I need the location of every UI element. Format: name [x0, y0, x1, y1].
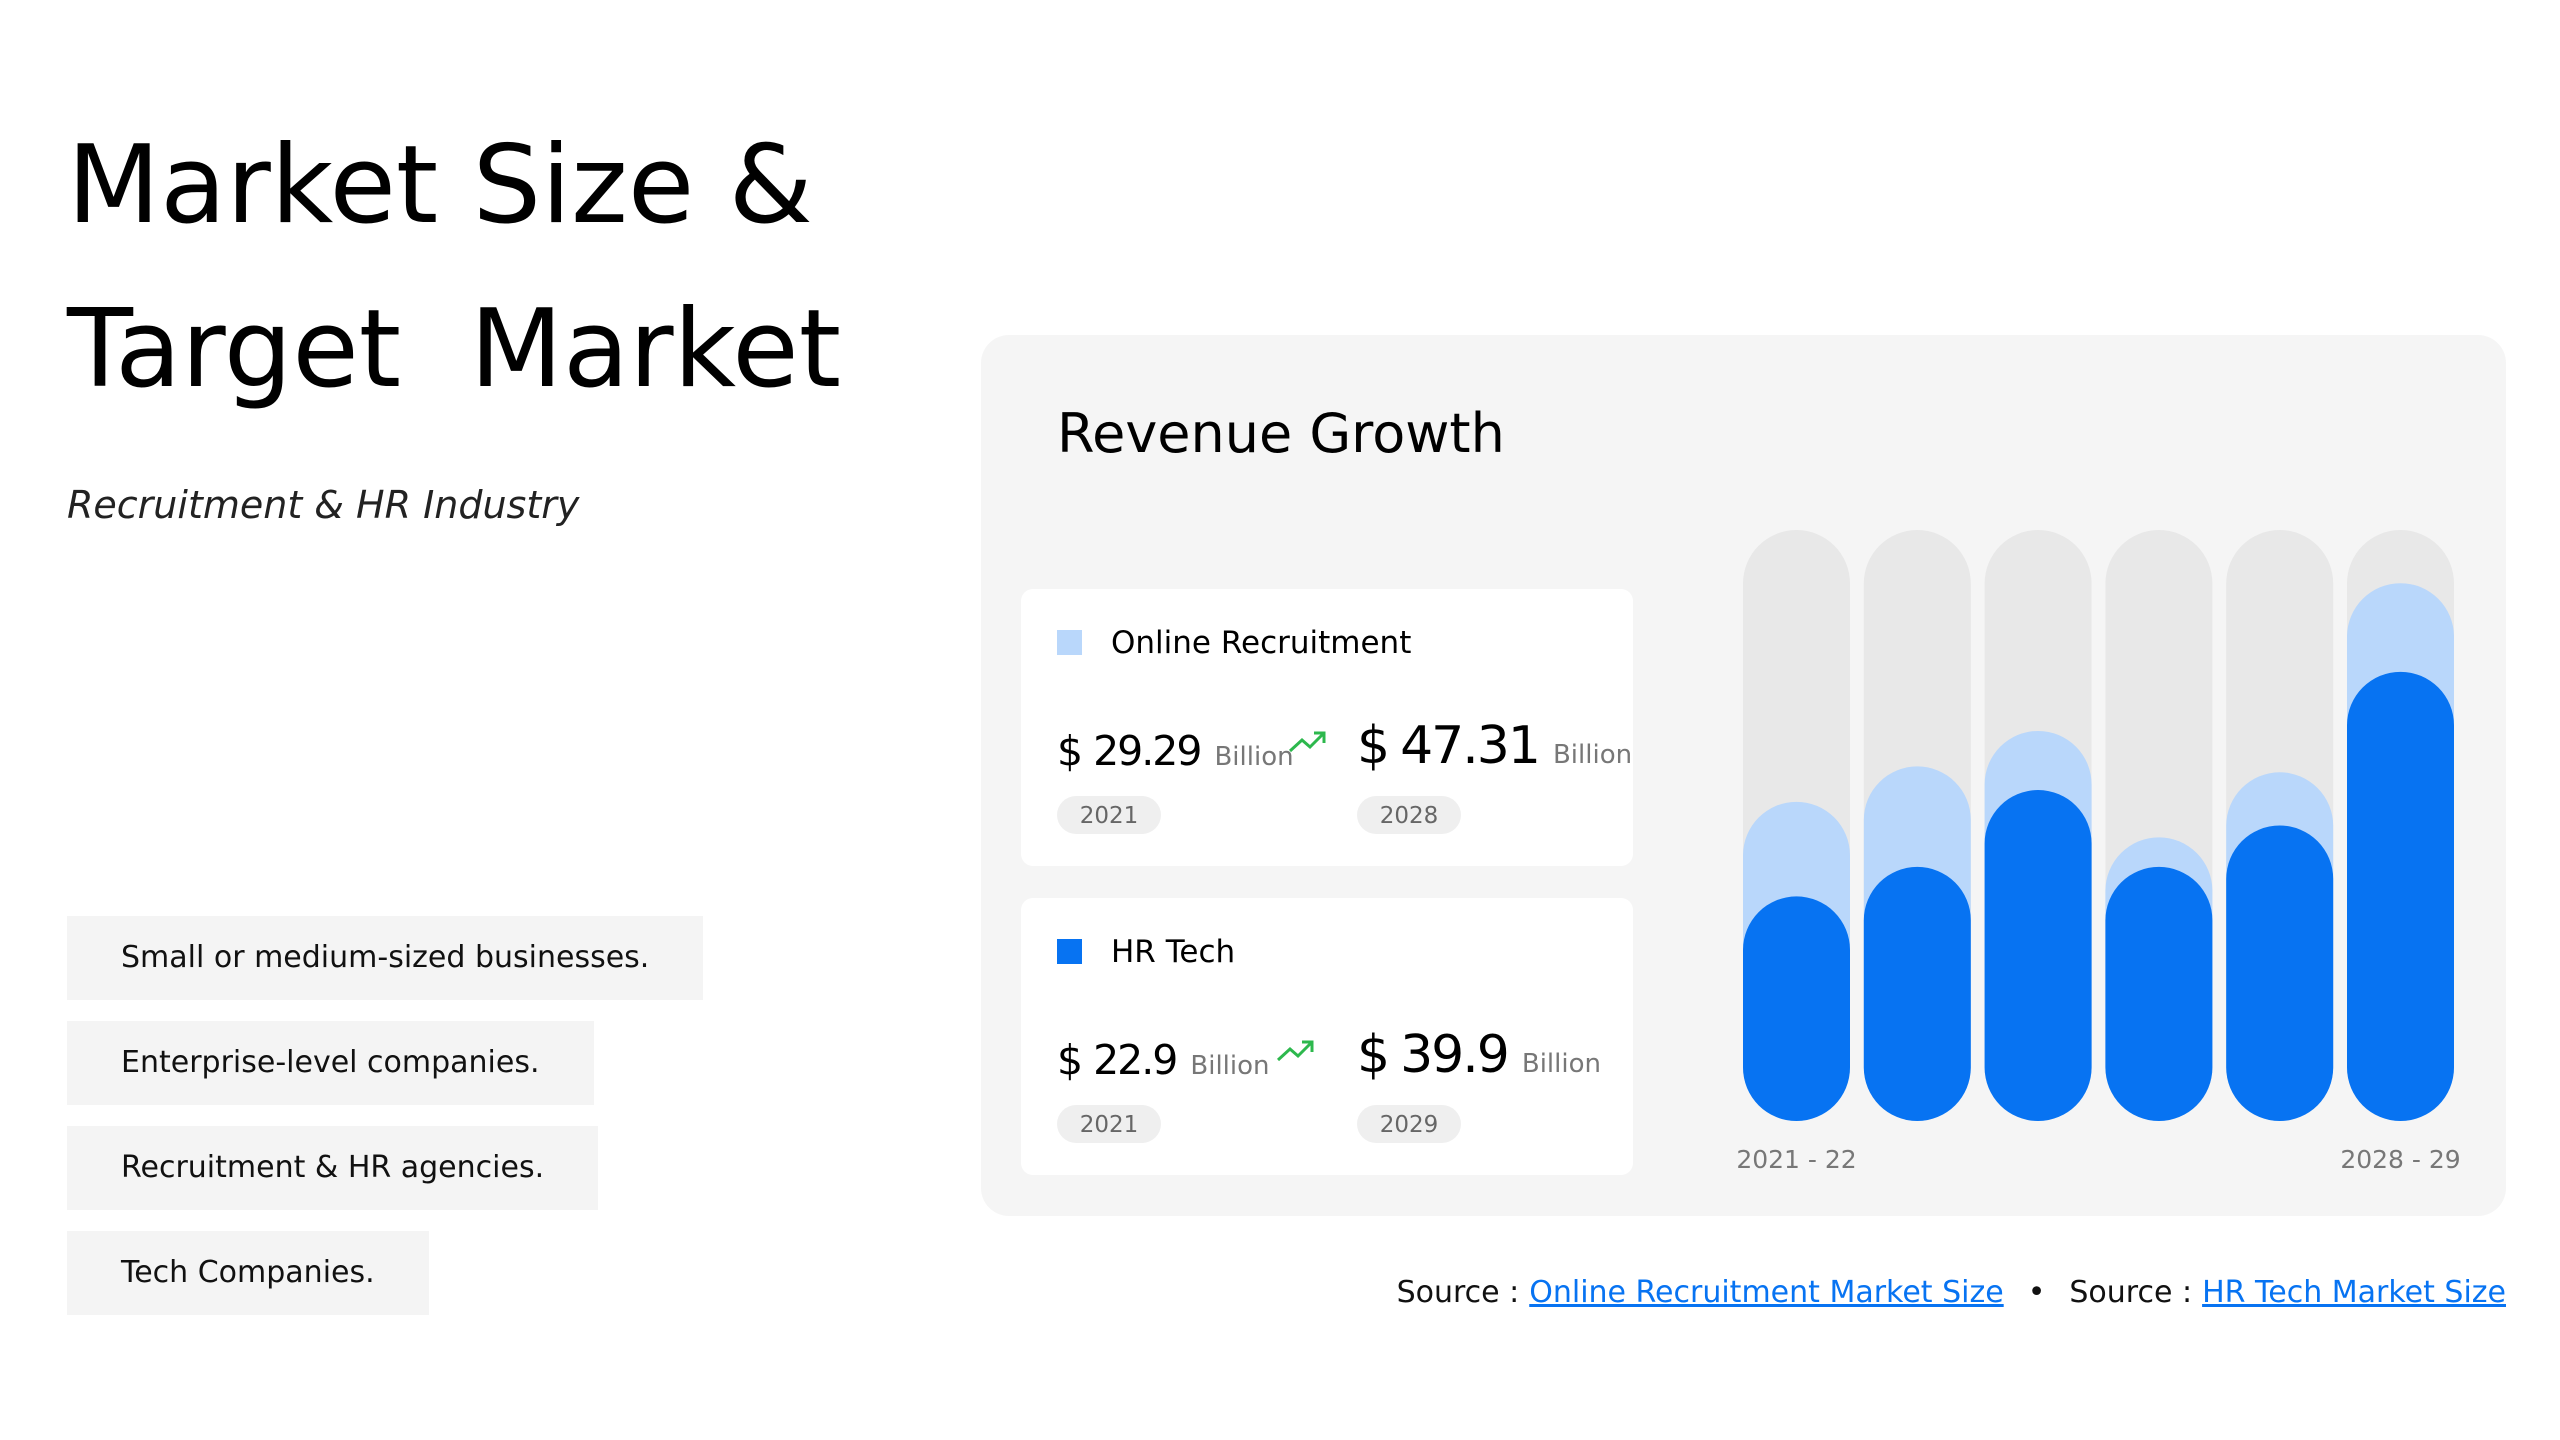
- year-pill: [1357, 796, 1461, 834]
- segment-tag: Small or medium-sized businesses.: [67, 916, 704, 1000]
- amount: 29.29: [1093, 727, 1200, 775]
- stat-value: $39.9 Billion: [1357, 1025, 1601, 1085]
- stat-value: $29.29 Billion: [1057, 727, 1294, 775]
- segment-list: Small or medium-sized businesses. Enterpr…: [67, 916, 704, 1336]
- sources: Source : Online Recruitment Market Size • S…: [1397, 1275, 2506, 1310]
- bar: [2105, 866, 2213, 1121]
- legend-label: Online Recruitment: [1111, 625, 1411, 661]
- unit: Billion: [1214, 742, 1293, 772]
- source-label: Source :: [2069, 1275, 2193, 1310]
- unit: Billion: [1522, 1049, 1601, 1079]
- legend-swatch: [1057, 939, 1082, 964]
- legend-swatch: [1057, 630, 1082, 655]
- chart: 2021 - 22 2028 - 29: [1736, 530, 2461, 1174]
- amount: 47.31: [1400, 716, 1539, 776]
- stat-cards: Online Recruitment $ 29.29 Billion 2021 $ 47.3…: [1021, 589, 1633, 1175]
- x-tick-label: 2021 - 22: [1736, 1145, 1856, 1174]
- source-link[interactable]: HR Tech Market Size: [2202, 1275, 2506, 1310]
- currency: $: [1057, 1036, 1083, 1084]
- year-label: 2028: [1380, 803, 1439, 829]
- stat-card: [1021, 898, 1633, 1175]
- bar: [2226, 825, 2334, 1121]
- trend-icon: [1276, 1040, 1314, 1062]
- legend-label: HR Tech: [1111, 934, 1235, 970]
- bar: [1984, 790, 2092, 1121]
- bar: [1743, 896, 1850, 1121]
- currency: $: [1357, 1025, 1390, 1085]
- trend-icon-head: [1302, 1040, 1314, 1052]
- segment-tag: Recruitment & HR agencies.: [67, 1126, 599, 1210]
- amount: 39.9: [1400, 1025, 1508, 1085]
- year-pill: [1057, 1105, 1161, 1143]
- year-pill: [1057, 796, 1161, 834]
- segment-tag: Enterprise-level companies.: [67, 1021, 594, 1105]
- segment-tag: Tech Companies.: [67, 1231, 429, 1315]
- bar: [2347, 671, 2454, 1121]
- bar: [1863, 866, 1971, 1121]
- separator: •: [2027, 1275, 2046, 1310]
- amount: 22.9: [1093, 1036, 1176, 1084]
- subtitle: Recruitment & HR Industry: [67, 483, 580, 527]
- year-pill: [1357, 1105, 1461, 1143]
- year-label: 2029: [1380, 1112, 1439, 1138]
- title-line: Target Market: [66, 287, 841, 412]
- currency: $: [1357, 716, 1390, 776]
- stat-card: [1021, 589, 1633, 866]
- source-label: Source :: [1396, 1275, 1520, 1310]
- title-line: Market Size &: [67, 123, 813, 248]
- year-label: 2021: [1080, 1112, 1139, 1138]
- x-tick-label: 2028 - 29: [2340, 1145, 2460, 1174]
- stat-value: $47.31 Billion: [1357, 716, 1632, 776]
- panel-title: Revenue Growth: [1057, 402, 1505, 465]
- currency: $: [1057, 727, 1083, 775]
- trend-icon-head: [1314, 731, 1326, 743]
- year-label: 2021: [1080, 803, 1139, 829]
- unit: Billion: [1553, 740, 1632, 770]
- stat-value: $22.9 Billion: [1057, 1036, 1270, 1084]
- source-link[interactable]: Online Recruitment Market Size: [1529, 1275, 2004, 1310]
- trend-icon: [1288, 731, 1326, 753]
- unit: Billion: [1190, 1051, 1269, 1081]
